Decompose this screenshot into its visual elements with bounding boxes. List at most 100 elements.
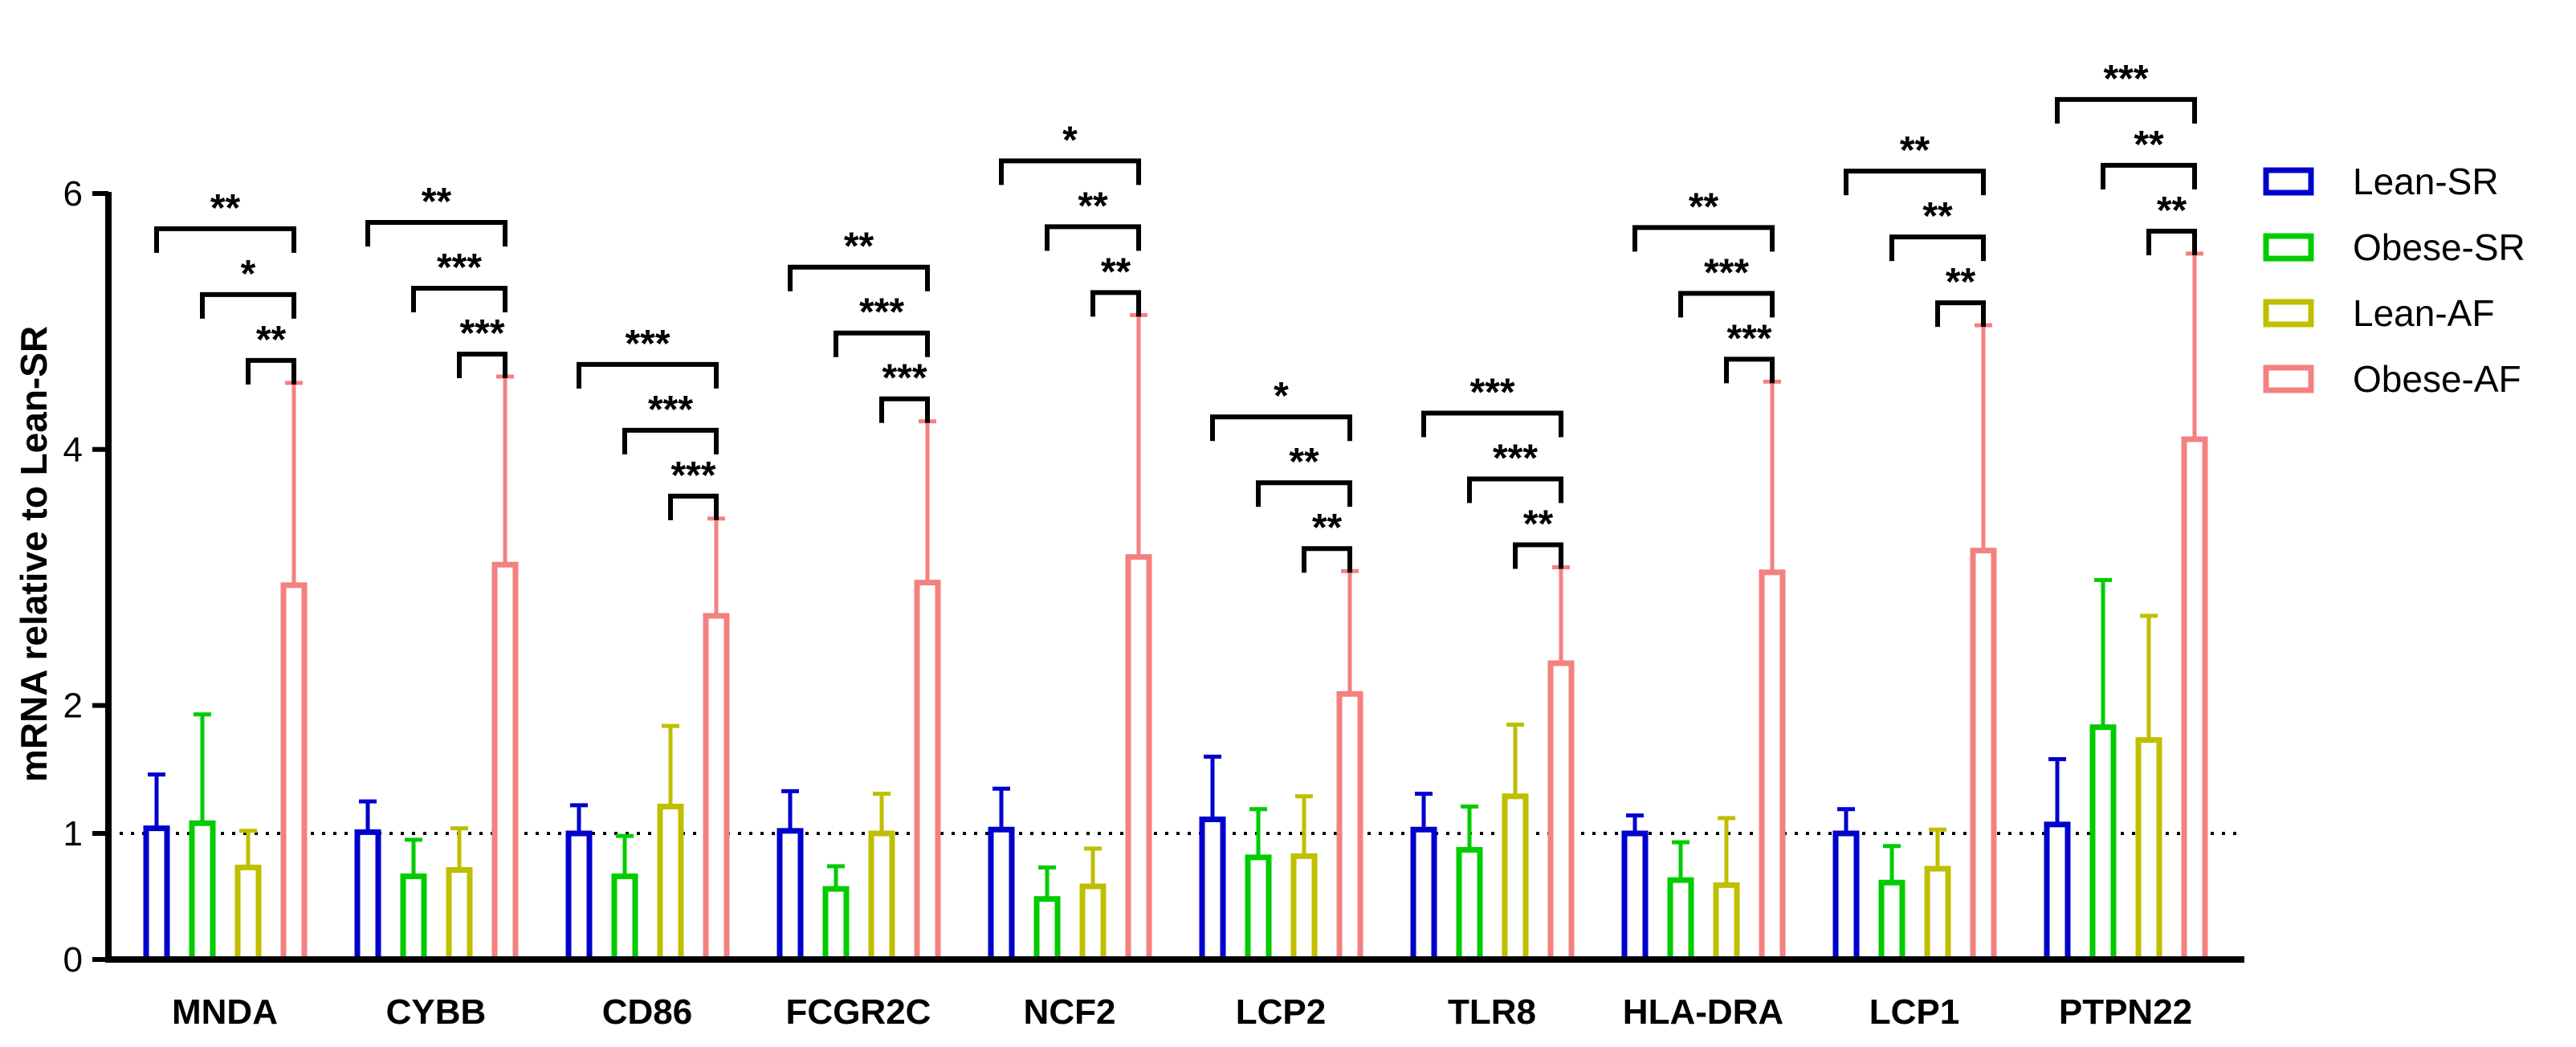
plot-area: 0 1 2 4 6 MNDA CYBB CD86 FCGR2C NCF2 LCP2 TLR8 HLA-D… <box>63 58 2244 1032</box>
significance-bracket <box>246 357 296 385</box>
bar <box>189 820 216 963</box>
significance-bracket <box>668 493 719 520</box>
bar <box>868 830 895 963</box>
significance-bracket <box>879 396 930 423</box>
bar <box>1245 854 1272 963</box>
significance-bracket <box>1724 356 1775 384</box>
significance-label: *** <box>459 312 504 355</box>
x-tick-label: HLA-DRA <box>1623 992 1783 1032</box>
significance-label: ** <box>2134 124 2164 166</box>
significance-bracket <box>2101 162 2197 189</box>
significance-label: ** <box>1946 261 1976 304</box>
legend-label: Obese-AF <box>2353 358 2521 400</box>
x-tick-label: MNDA <box>172 992 278 1032</box>
significance-bracket <box>622 427 719 454</box>
significance-bracket <box>1513 542 1563 569</box>
legend-label: Obese-SR <box>2353 226 2525 268</box>
significance-label: *** <box>882 357 927 400</box>
bar <box>1125 554 1152 963</box>
significance-bracket <box>1678 291 1775 318</box>
significance-label: *** <box>670 454 715 497</box>
significance-label: ** <box>2157 189 2187 232</box>
significance-bracket <box>154 226 296 253</box>
bar <box>1924 866 1951 963</box>
significance-label: ** <box>1689 185 1719 228</box>
bar <box>1502 793 1529 963</box>
bar <box>657 804 684 963</box>
significance-bracket <box>2146 228 2197 255</box>
significance-bracket <box>1632 225 1775 252</box>
bar <box>280 582 308 963</box>
significance-label: ** <box>1312 507 1343 549</box>
significance-bracket <box>1889 234 1986 262</box>
x-tick-label: CD86 <box>602 992 693 1032</box>
bar <box>234 864 262 963</box>
bar <box>2181 436 2208 963</box>
significance-bracket <box>999 158 1141 185</box>
bar <box>446 867 473 963</box>
bar <box>822 886 850 963</box>
significance-label: ** <box>210 187 241 230</box>
y-tick-label: 6 <box>63 174 83 214</box>
significance-bracket <box>577 361 719 389</box>
significance-bracket <box>2055 96 2197 124</box>
significance-label: ** <box>1289 441 1319 483</box>
bar <box>1832 830 1860 963</box>
legend-swatch <box>2263 167 2314 196</box>
bar <box>2089 724 2117 963</box>
bar <box>2135 737 2162 963</box>
x-tick-label: PTPN22 <box>2059 992 2192 1032</box>
y-tick-label: 1 <box>63 814 83 853</box>
significance-label: *** <box>2103 58 2148 100</box>
significance-bracket <box>1467 476 1563 503</box>
significance-label: * <box>1062 119 1078 161</box>
significance-bracket <box>834 330 930 357</box>
x-tick-label: FCGR2C <box>786 992 931 1032</box>
significance-bracket <box>1090 290 1141 317</box>
significance-bracket <box>457 351 507 378</box>
bar <box>1199 816 1226 963</box>
significance-label: *** <box>1726 317 1771 360</box>
legend-label: Lean-SR <box>2353 161 2499 202</box>
bar <box>1621 830 1649 963</box>
bar <box>400 873 427 963</box>
significance-label: *** <box>648 389 693 431</box>
bar <box>1410 826 1437 963</box>
bar <box>1456 846 1483 963</box>
bar <box>914 580 941 963</box>
bar <box>1713 882 1740 963</box>
significance-label: * <box>1274 375 1289 418</box>
legend-swatch <box>2263 233 2314 262</box>
significance-bracket <box>788 264 930 291</box>
bar <box>776 828 804 963</box>
x-tick-label: LCP2 <box>1236 992 1326 1032</box>
x-tick-label: NCF2 <box>1024 992 1116 1032</box>
significance-bracket <box>365 219 507 246</box>
significance-label: *** <box>1704 251 1749 294</box>
bar <box>1336 691 1363 963</box>
bar <box>611 873 638 963</box>
y-tick-label: 0 <box>63 940 83 980</box>
x-tick-label: LCP1 <box>1869 992 1959 1032</box>
bar <box>988 826 1015 963</box>
legend-swatch <box>2263 365 2314 393</box>
bar <box>1547 660 1575 963</box>
bar <box>1759 569 1786 963</box>
bar <box>2044 821 2071 963</box>
bar <box>1290 853 1318 963</box>
significance-bracket <box>1302 546 1352 573</box>
significance-bracket <box>411 285 507 312</box>
significance-label: ** <box>1101 251 1131 293</box>
significance-label: ** <box>256 319 287 361</box>
significance-label: ** <box>422 181 452 223</box>
bar <box>565 830 593 963</box>
significance-bracket <box>1045 224 1141 251</box>
legend-swatch <box>2263 299 2314 328</box>
bar <box>491 561 519 963</box>
y-tick-label: 2 <box>63 686 83 726</box>
significance-label: *** <box>859 291 904 334</box>
bar <box>1878 879 1906 963</box>
x-tick-label: CYBB <box>386 992 487 1032</box>
significance-label: *** <box>625 323 670 365</box>
